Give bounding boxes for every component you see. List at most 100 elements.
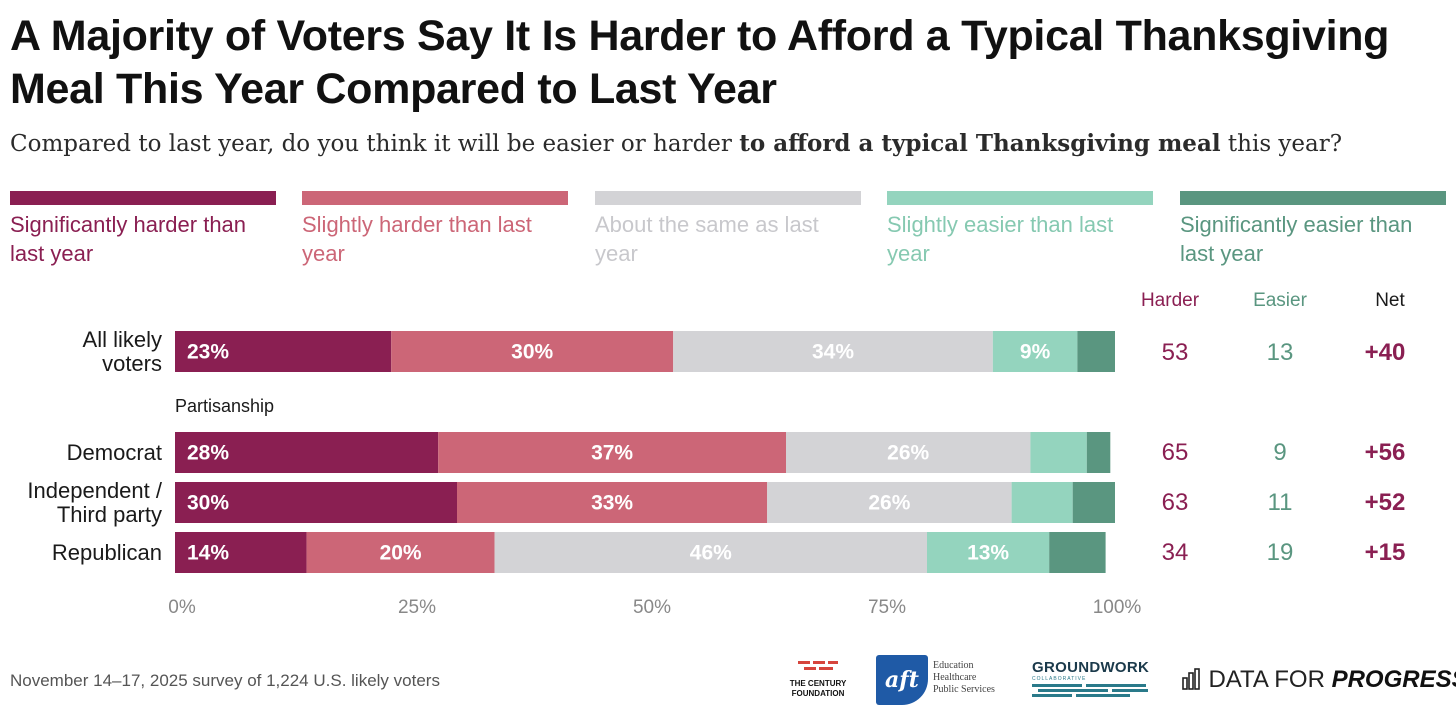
bar-segment <box>457 482 768 523</box>
bar-segment <box>767 482 1012 523</box>
legend-label-line2: last year <box>1180 241 1264 266</box>
legend-label-line2: last year <box>10 241 94 266</box>
legend-label-line1: Slightly harder than last <box>302 212 532 237</box>
row-label-line2: voters <box>102 351 162 376</box>
row-harder-value: 53 <box>1161 339 1189 366</box>
subtitle-post: this year? <box>1220 131 1343 157</box>
aft-logo-text: Education Healthcare Public Services <box>933 660 995 696</box>
row-label-independent: Independent / Third party <box>2 479 162 527</box>
legend-item-slight-harder: Slightly harder than last year <box>302 191 568 268</box>
subtitle-bold: to afford a typical Thanksgiving meal <box>739 130 1221 157</box>
legend-label-line2: year <box>887 241 930 266</box>
survey-note: November 14–17, 2025 survey of 1,224 U.S… <box>10 671 440 690</box>
row-label-republican: Republican <box>2 541 162 565</box>
legend-swatch <box>302 191 568 205</box>
legend-label: Slightly harder than last year <box>302 210 568 268</box>
row-label-line2: Third party <box>56 502 162 527</box>
legend-label: Significantly harder than last year <box>10 210 276 268</box>
legend-item-sig-harder: Significantly harder than last year <box>10 191 276 268</box>
bar-segment <box>992 331 1078 372</box>
chart-title: A Majority of Voters Say It Is Harder to… <box>10 10 1450 116</box>
legend-label-line1: Significantly easier than <box>1180 212 1413 237</box>
legend-label: Significantly easier than last year <box>1180 210 1446 268</box>
row-label-democrat: Democrat <box>2 441 162 465</box>
row-net-value: +15 <box>1364 539 1406 566</box>
legend-label: About the same as last year <box>595 210 861 268</box>
bar-value-label: 30% <box>187 492 229 515</box>
column-header-harder: Harder <box>1140 290 1200 311</box>
bar-segment <box>1072 482 1115 523</box>
chart-title-line2: Meal This Year Compared to Last Year <box>10 65 777 113</box>
legend-label: Slightly easier than last year <box>887 210 1153 268</box>
bar-segment <box>175 331 392 372</box>
row-label-line1: Democrat <box>66 440 162 465</box>
subtitle-pre: Compared to last year, do you think it w… <box>10 131 740 157</box>
bar-value-label: 30% <box>511 341 553 364</box>
bar-segment <box>391 331 674 372</box>
row-easier-value: 11 <box>1267 489 1293 516</box>
row-label-line1: Independent / <box>27 478 162 503</box>
legend-label-line2: year <box>595 241 638 266</box>
bar-value-label: 14% <box>187 542 229 565</box>
aft-logo-mark: aft <box>876 655 928 705</box>
bar-value-label: 28% <box>187 442 229 465</box>
legend-label-line2: year <box>302 241 345 266</box>
bar-segment <box>175 532 307 573</box>
groundwork-name: GROUNDWORK <box>1032 659 1150 676</box>
row-label-line1: All likely <box>82 327 162 352</box>
chart-title-line1: A Majority of Voters Say It Is Harder to… <box>10 12 1390 60</box>
groundwork-bars-icon <box>1032 684 1148 697</box>
groundwork-sub: COLLABORATIVE <box>1032 676 1087 682</box>
row-harder-value: 63 <box>1161 489 1189 516</box>
bar-segment <box>1049 532 1106 573</box>
row-net-value: +40 <box>1364 339 1406 366</box>
row-easier-value: 13 <box>1266 339 1294 366</box>
bar-segment <box>786 432 1031 473</box>
row-net-value: +52 <box>1364 489 1406 516</box>
dfp-bold: PROGRESS <box>1331 666 1456 693</box>
bar-segment <box>1011 482 1073 523</box>
column-header-easier: Easier <box>1253 290 1307 311</box>
column-header-net: Net <box>1375 290 1405 311</box>
bar-value-label: 26% <box>887 442 929 465</box>
bar-value-label: 13% <box>967 542 1009 565</box>
legend-label-line1: About the same as last <box>595 212 819 237</box>
century-foundation-mark-icon <box>798 661 838 670</box>
bar-chart-icon <box>1182 668 1200 690</box>
legend-swatch <box>1180 191 1446 205</box>
aft-mark-text: aft <box>885 667 919 693</box>
legend-label-line1: Slightly easier than last <box>887 212 1114 237</box>
groundwork-logo: GROUNDWORK COLLABORATIVE <box>1032 660 1150 704</box>
bar-segment <box>927 532 1050 573</box>
bar-value-label: 20% <box>380 542 422 565</box>
bar-value-label: 23% <box>187 341 229 364</box>
dfp-regular: DATA FOR <box>1208 666 1332 693</box>
century-foundation-logo: THE CENTURY FOUNDATION <box>786 660 850 699</box>
century-line2: FOUNDATION <box>791 689 845 698</box>
bar-value-label: 34% <box>812 341 854 364</box>
bar-segment <box>175 482 457 523</box>
bar-segment <box>175 432 439 473</box>
bar-segment <box>438 432 786 473</box>
century-line1: THE CENTURY <box>789 679 847 688</box>
bar-value-label: 37% <box>591 442 633 465</box>
row-label-line1: Republican <box>51 540 162 565</box>
bar-value-label: 46% <box>690 542 732 565</box>
aft-line1: Education <box>933 660 974 671</box>
aft-line2: Healthcare <box>933 672 977 683</box>
bar-segment <box>1086 432 1111 473</box>
legend-item-slight-easier: Slightly easier than last year <box>887 191 1153 268</box>
row-easier-value: 19 <box>1266 539 1294 566</box>
chart-subtitle: Compared to last year, do you think it w… <box>10 127 1450 161</box>
row-easier-value: 9 <box>1273 439 1287 466</box>
bar-segment <box>306 532 495 573</box>
group-label-partisanship: Partisanship <box>175 396 275 416</box>
row-harder-value: 34 <box>1161 539 1189 566</box>
row-harder-value: 65 <box>1161 439 1189 466</box>
bar-segment <box>494 532 927 573</box>
aft-line3: Public Services <box>933 684 995 695</box>
x-tick-label: 100% <box>1092 597 1142 618</box>
legend-swatch <box>887 191 1153 205</box>
x-tick-label: 75% <box>867 597 907 618</box>
